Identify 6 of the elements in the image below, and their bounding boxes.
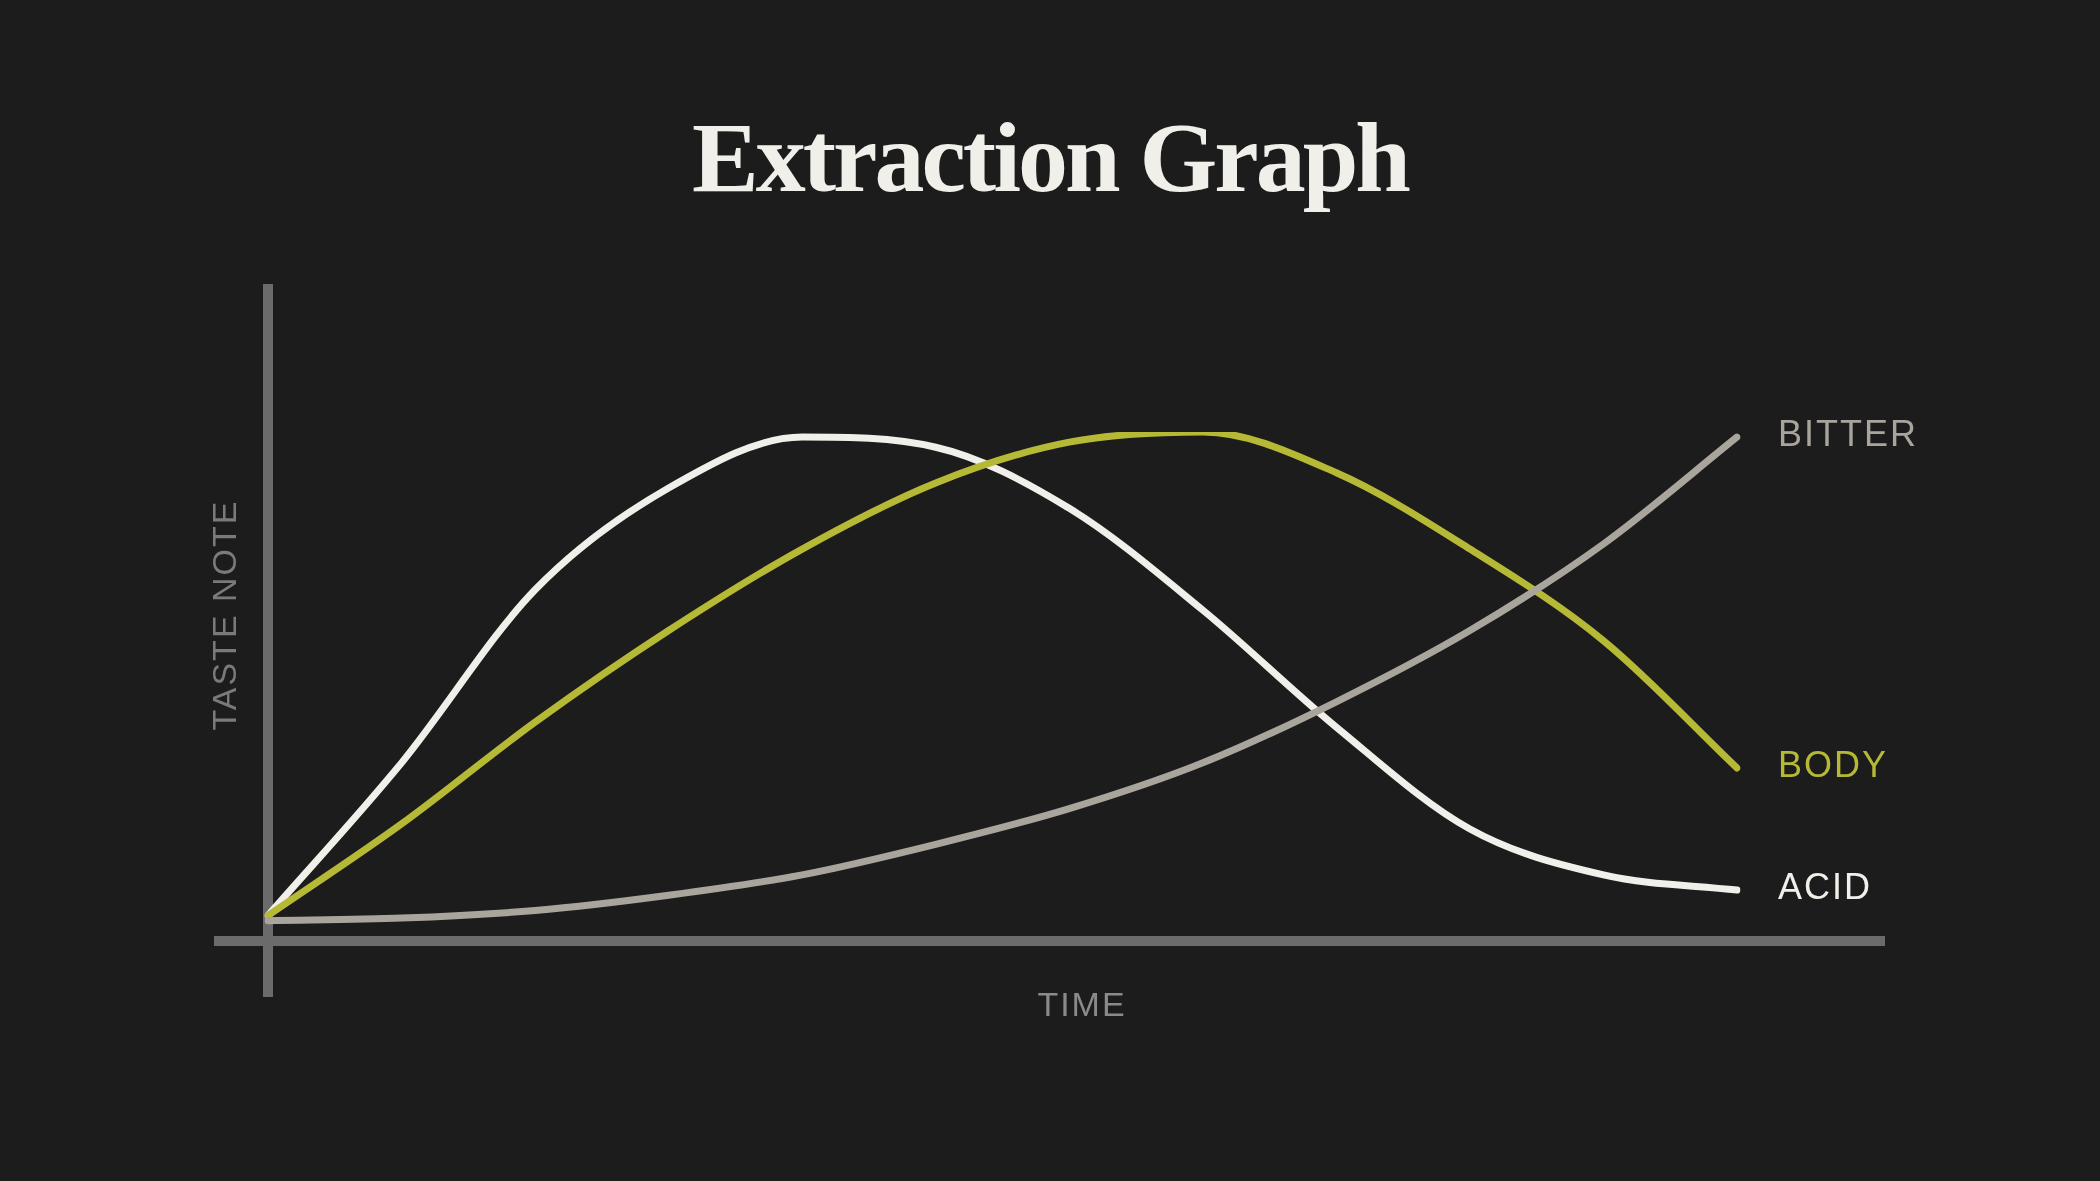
chart-title: Extraction Graph bbox=[691, 101, 1410, 215]
series-label: ACID bbox=[1778, 866, 1873, 909]
y-axis-title: TASTE NOTE bbox=[204, 499, 244, 731]
series-label: BODY bbox=[1778, 743, 1889, 786]
series-label: BITTER bbox=[1778, 413, 1919, 456]
x-axis-title: TIME bbox=[1037, 985, 1127, 1024]
